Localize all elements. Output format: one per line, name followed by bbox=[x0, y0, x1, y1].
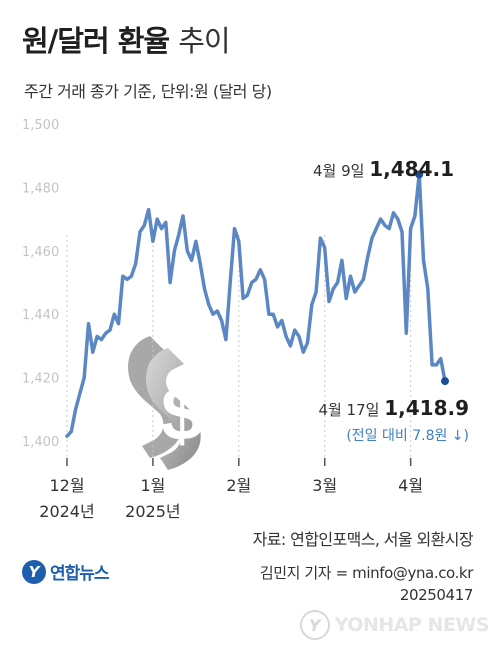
credit: 김민지 기자 = minfo@yna.co.kr 20250417 bbox=[259, 562, 474, 606]
yonhap-logo: Y 연합뉴스 bbox=[22, 559, 110, 584]
subtitle: 주간 거래 종가 기준, 단위:원 (달러 당) bbox=[24, 82, 272, 101]
watermark-text: YONHAP NEWS bbox=[334, 614, 490, 636]
x-tick-label: 4월 bbox=[398, 476, 423, 495]
y-tick-label: 1,480 bbox=[22, 181, 59, 196]
x-tick-sublabel: 2024년 bbox=[39, 502, 94, 521]
annotation-latest: 4월 17일 1,418.9 bbox=[318, 396, 469, 420]
watermark-icon: Y bbox=[299, 610, 330, 640]
x-tick-sublabel: 2025년 bbox=[125, 502, 180, 521]
source-text: 자료: 연합인포맥스, 서울 외환시장 bbox=[252, 530, 474, 549]
data-marker bbox=[441, 377, 449, 386]
annotation-peak: 4월 9일 1,484.1 bbox=[313, 157, 454, 181]
title-light: 추이 bbox=[178, 24, 230, 58]
x-tick-label: 1월 bbox=[140, 476, 165, 495]
y-tick-label: 1,460 bbox=[22, 245, 59, 260]
logo-text: 연합뉴스 bbox=[50, 564, 110, 584]
dollar-sign-icon: $ bbox=[128, 336, 203, 470]
svg-text:$: $ bbox=[161, 372, 203, 457]
x-tick-label: 2월 bbox=[226, 476, 251, 495]
title-bold: 원/달러 환율 bbox=[22, 24, 170, 58]
x-tick-label: 12월 bbox=[49, 476, 84, 495]
series-line bbox=[65, 172, 447, 438]
date-text: 20250417 bbox=[399, 586, 474, 604]
data-marker bbox=[415, 170, 424, 179]
y-tick-label: 1,500 bbox=[22, 118, 59, 133]
page-title: 원/달러 환율 추이 bbox=[22, 18, 231, 60]
yonhap-logo-icon: Y bbox=[22, 559, 46, 584]
y-tick-label: 1,440 bbox=[22, 308, 59, 323]
author-text: 김민지 기자 = minfo@yna.co.kr bbox=[259, 564, 474, 582]
y-tick-label: 1,420 bbox=[22, 372, 59, 387]
watermark: Y YONHAP NEWS bbox=[299, 610, 490, 640]
y-tick-label: 1,400 bbox=[22, 435, 59, 450]
annotation-change: (전일 대비 7.8원 ↓) bbox=[346, 428, 469, 444]
x-tick-label: 3월 bbox=[312, 476, 337, 495]
